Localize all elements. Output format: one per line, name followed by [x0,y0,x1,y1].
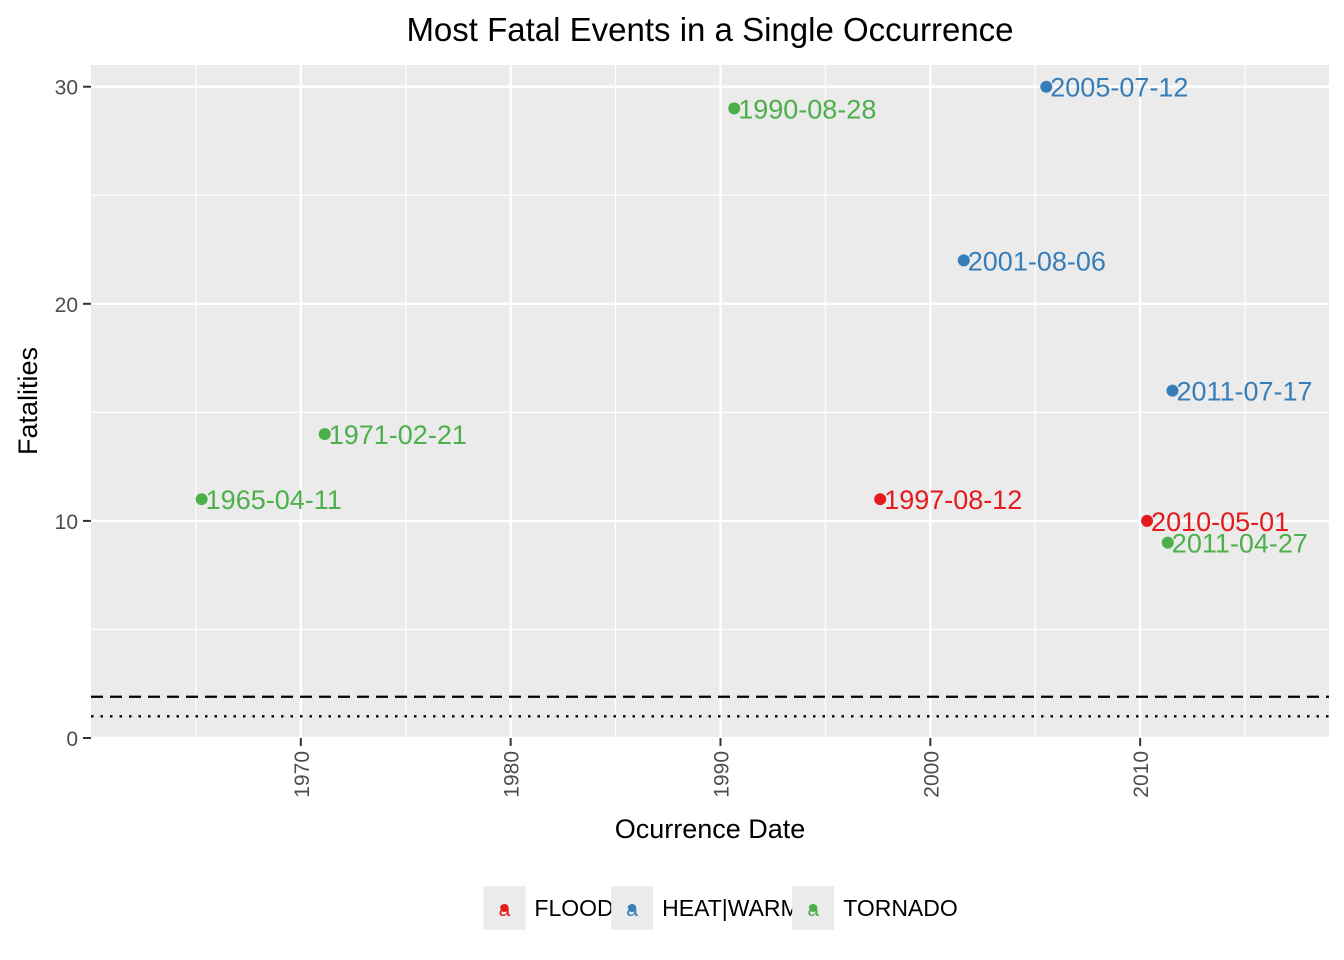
chart-title: Most Fatal Events in a Single Occurrence [406,11,1013,48]
x-tick-label: 2010 [1130,751,1153,798]
y-axis-title: Fatalities [13,347,43,455]
legend-key-glyph: a [807,898,819,921]
data-label: 1971-02-21 [329,420,467,450]
minor-gridlines [91,65,1329,738]
y-tick-label: 10 [55,511,78,534]
data-label: 2001-08-06 [968,246,1106,276]
x-tick-label: 2000 [920,751,943,798]
plot-panel [91,65,1329,738]
data-label: 1990-08-28 [738,94,876,124]
data-label: 2011-07-17 [1176,377,1312,407]
data-label: 2011-04-27 [1172,529,1308,559]
data-label: 1965-04-11 [206,485,342,515]
data-point [1161,536,1174,549]
y-axis: 0 10 20 30 [55,77,91,751]
x-axis: 1970 1980 1990 2000 2010 [291,738,1153,798]
reference-lines [91,695,1329,718]
legend-label: TORNADO [843,895,958,921]
legend-item: a TORNADO [792,886,958,930]
data-point [318,428,331,441]
legend-label: HEAT|WARM [662,895,800,921]
y-tick-label: 0 [66,728,78,751]
data-point [728,102,741,115]
x-axis-title: Ocurrence Date [615,814,806,844]
legend-key-glyph: a [499,898,511,921]
major-gridlines [91,65,1329,740]
legend-item: a HEAT|WARM [611,886,800,930]
legend-key-glyph: a [626,898,638,921]
x-tick-label: 1970 [291,751,314,798]
legend-item: a FLOOD [483,886,614,930]
legend-key-point [628,904,637,912]
data-label: 2010-05-01 [1151,507,1289,537]
x-tick-label: 1980 [501,751,524,798]
x-tick-label: 1990 [710,751,733,798]
data-label: 1997-08-12 [884,485,1022,515]
data-point [874,493,887,506]
data-label: 2005-07-12 [1050,73,1188,103]
data-point [195,493,208,506]
y-tick-label: 30 [55,77,78,100]
legend-key-point [500,904,509,912]
y-tick-label: 20 [55,294,78,317]
data-point [957,254,970,267]
data-points: 1997-08-12 2010-05-01 2005-07-12 2001-08-06… [195,73,1313,559]
legend-label: FLOOD [534,895,613,921]
data-point [1040,80,1053,93]
legend: a FLOOD a HEAT|WARM a TORNADO [483,886,958,930]
data-point [1166,384,1179,397]
data-point [1141,514,1154,527]
legend-key-point [809,904,818,912]
